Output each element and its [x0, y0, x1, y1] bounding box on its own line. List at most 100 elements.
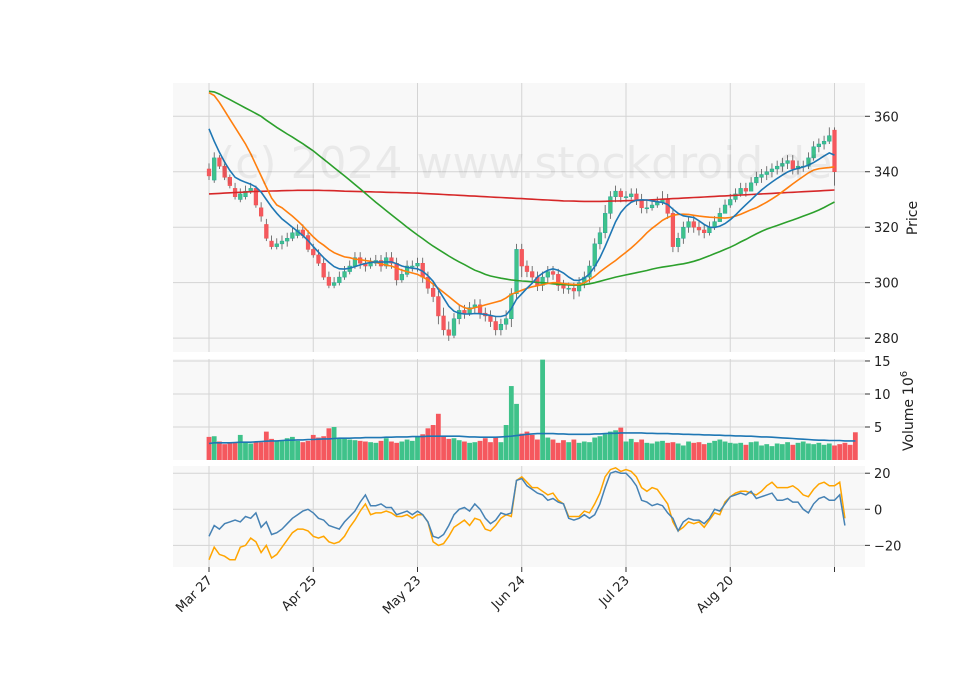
volume-bar-70: [571, 439, 577, 460]
volume-bar-47: [451, 438, 457, 460]
volume-bar-69: [566, 442, 572, 460]
candle-body-108: [769, 168, 775, 172]
candle-body-70: [571, 287, 577, 292]
candle-body-13: [274, 243, 279, 247]
volume-bar-105: [753, 441, 759, 460]
ma-mid-line: [208, 91, 835, 310]
candle-body-120: [832, 129, 837, 172]
candle-body-42: [425, 276, 431, 289]
x-tick-label-3: Jun 24: [488, 573, 528, 613]
volume-bar-53: [482, 438, 488, 460]
volume-bar-121: [837, 444, 843, 460]
volume-bar-56: [498, 442, 504, 460]
volume-bar-99: [722, 441, 728, 460]
candle-body-9: [253, 188, 259, 206]
ma-long-line: [208, 90, 835, 286]
volume-bar-73: [587, 442, 592, 460]
oscillator-panel: −20 0 20: [173, 466, 901, 567]
candle-body-38: [404, 265, 410, 275]
candle-body-54: [488, 315, 493, 322]
volume-bar-95: [701, 444, 707, 460]
candle-body-111: [785, 160, 790, 164]
candle-body-59: [514, 249, 519, 295]
volume-bar-26: [342, 438, 347, 460]
volume-bar-113: [795, 442, 801, 460]
volume-bar-6: [237, 434, 243, 460]
candle-body-10: [258, 207, 264, 217]
volume-bar-91: [680, 445, 686, 460]
candle-body-21: [316, 254, 321, 264]
volume-bar-20: [310, 434, 316, 460]
volume-bar-111: [785, 442, 790, 460]
volume-bar-9: [253, 441, 259, 460]
volume-bar-49: [462, 441, 467, 460]
volume-bar-12: [269, 438, 274, 460]
candle-body-103: [743, 188, 749, 192]
candle-body-85: [649, 204, 655, 209]
candle-body-14: [279, 240, 285, 245]
volume-bar-108: [769, 446, 775, 460]
candle-body-95: [702, 229, 707, 234]
volume-axis-label-text: Volume: [901, 399, 917, 451]
candle-body-78: [613, 190, 618, 197]
candle-body-15: [285, 238, 290, 242]
candle-body-48: [457, 310, 462, 319]
volume-bar-120: [832, 445, 837, 460]
candle-body-100: [728, 199, 733, 206]
volume-bar-30: [362, 441, 368, 460]
candle-body-46: [446, 329, 451, 336]
volume-bar-18: [300, 442, 306, 460]
volume-bar-61: [524, 431, 530, 460]
candle-body-81: [629, 193, 634, 197]
candle-body-57: [503, 318, 509, 325]
volume-axis-label: Volume: [901, 399, 917, 451]
volume-bar-60: [519, 433, 525, 460]
candle-body-50: [467, 307, 472, 314]
volume-bar-37: [399, 441, 405, 460]
candle-body-39: [410, 265, 415, 268]
volume-bar-28: [352, 440, 358, 460]
volume-bar-88: [665, 442, 671, 460]
candle-body-4: [227, 177, 232, 186]
volume-bar-33: [378, 440, 384, 460]
oscillator-background: [173, 466, 865, 567]
candle-body-82: [634, 193, 639, 200]
candle-body-107: [764, 171, 769, 175]
candle-body-11: [264, 224, 269, 239]
volume-scale-exponent: 6: [899, 371, 910, 377]
candle-body-91: [681, 226, 686, 239]
candle-body-44: [436, 296, 441, 317]
volume-bar-84: [644, 442, 650, 460]
volume-bar-80: [623, 441, 629, 460]
volume-bar-42: [425, 428, 431, 460]
volume-bar-35: [389, 441, 394, 460]
oscillator-line-1: [208, 470, 846, 539]
volume-bar-40: [415, 436, 420, 460]
volume-bar-85: [649, 443, 655, 460]
volume-bar-21: [316, 437, 321, 460]
volume-bar-46: [446, 438, 452, 460]
candle-body-16: [290, 232, 295, 239]
volume-bar-45: [441, 436, 446, 460]
volume-bar-119: [826, 443, 832, 460]
candle-body-43: [431, 287, 436, 297]
volume-bar-75: [597, 436, 603, 460]
volume-bar-82: [634, 442, 639, 460]
volume-bar-89: [670, 442, 676, 460]
volume-bar-94: [696, 442, 702, 460]
candle-body-79: [618, 190, 623, 197]
volume-bar-112: [790, 444, 796, 460]
candle-body-118: [821, 140, 827, 145]
candle-body-112: [790, 160, 795, 170]
volume-bar-24: [331, 426, 337, 460]
candle-body-66: [550, 271, 556, 275]
x-tick-label-0: Mar 27: [173, 573, 216, 616]
price-ytick-label-3: 340: [874, 166, 899, 181]
candle-body-65: [545, 271, 550, 278]
x-tick-label-4: Jul 23: [596, 573, 633, 610]
volume-bar-5: [232, 442, 238, 460]
volume-bar-43: [430, 425, 436, 460]
volume-bar-55: [493, 437, 499, 460]
candle-body-102: [738, 188, 743, 195]
price-ytick-label-0: 280: [874, 332, 899, 347]
